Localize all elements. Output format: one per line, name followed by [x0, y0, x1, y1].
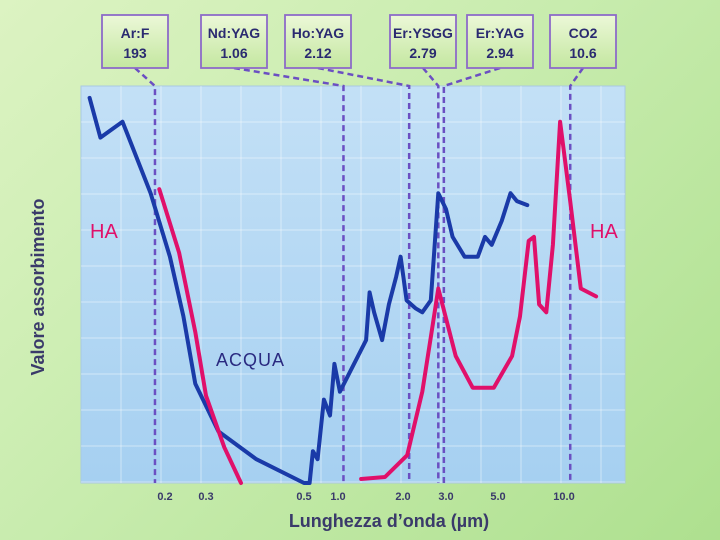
laser-lines — [134, 66, 585, 483]
x-tick-label: 0.3 — [198, 491, 213, 503]
x-tick-label: 3.0 — [438, 491, 453, 503]
laser-box — [200, 14, 268, 69]
x-tick-label: 1.0 — [330, 491, 345, 503]
laser-line — [134, 67, 157, 483]
laser-line — [317, 66, 411, 483]
x-tick-label: 0.2 — [157, 491, 172, 503]
laser-box — [101, 14, 169, 69]
ha-label-right: HA — [590, 221, 618, 243]
laser-boxes: Ar:F 193 Nd:YAG 1.06 Ho:YAG 2.12 Er:YSGG 2.79 Er… — [101, 14, 617, 69]
laser-name: Er:YSGG — [393, 25, 453, 41]
laser-line — [233, 66, 345, 483]
x-tick-label: 5.0 — [490, 491, 505, 503]
laser-name: Er:YAG — [476, 25, 525, 41]
x-ticks: 0.2 0.3 0.5 1.0 2.0 3.0 5.0 10.0 — [157, 491, 574, 503]
laser-name: Nd:YAG — [208, 25, 260, 41]
y-axis-title: Valore assorbimento — [28, 198, 48, 375]
laser-value: 2.79 — [409, 45, 436, 61]
ha-label-left: HA — [90, 221, 118, 243]
laser-box — [549, 14, 617, 69]
grid — [81, 86, 625, 483]
laser-value: 1.06 — [220, 45, 247, 61]
plot-area — [80, 85, 626, 484]
laser-box — [284, 14, 352, 69]
series-group — [87, 95, 599, 485]
series-line-3 — [359, 119, 599, 481]
laser-value: 2.12 — [304, 45, 331, 61]
x-tick-label: 0.5 — [296, 491, 311, 503]
x-axis-title: Lunghezza d’onda (µm) — [289, 511, 489, 531]
laser-name: CO2 — [569, 25, 598, 41]
series-line-2 — [157, 187, 243, 485]
series-line-1 — [87, 95, 530, 485]
laser-name: Ho:YAG — [292, 25, 344, 41]
laser-line — [568, 67, 585, 483]
laser-box — [466, 14, 534, 69]
laser-line — [442, 66, 501, 483]
acqua-label: ACQUA — [216, 350, 285, 370]
laser-value: 10.6 — [569, 45, 596, 61]
laser-name: Ar:F — [121, 25, 150, 41]
laser-line — [422, 67, 440, 483]
x-tick-label: 2.0 — [395, 491, 410, 503]
laser-value: 2.94 — [486, 45, 513, 61]
x-tick-label: 10.0 — [553, 491, 574, 503]
laser-box — [389, 14, 457, 69]
laser-value: 193 — [123, 45, 147, 61]
